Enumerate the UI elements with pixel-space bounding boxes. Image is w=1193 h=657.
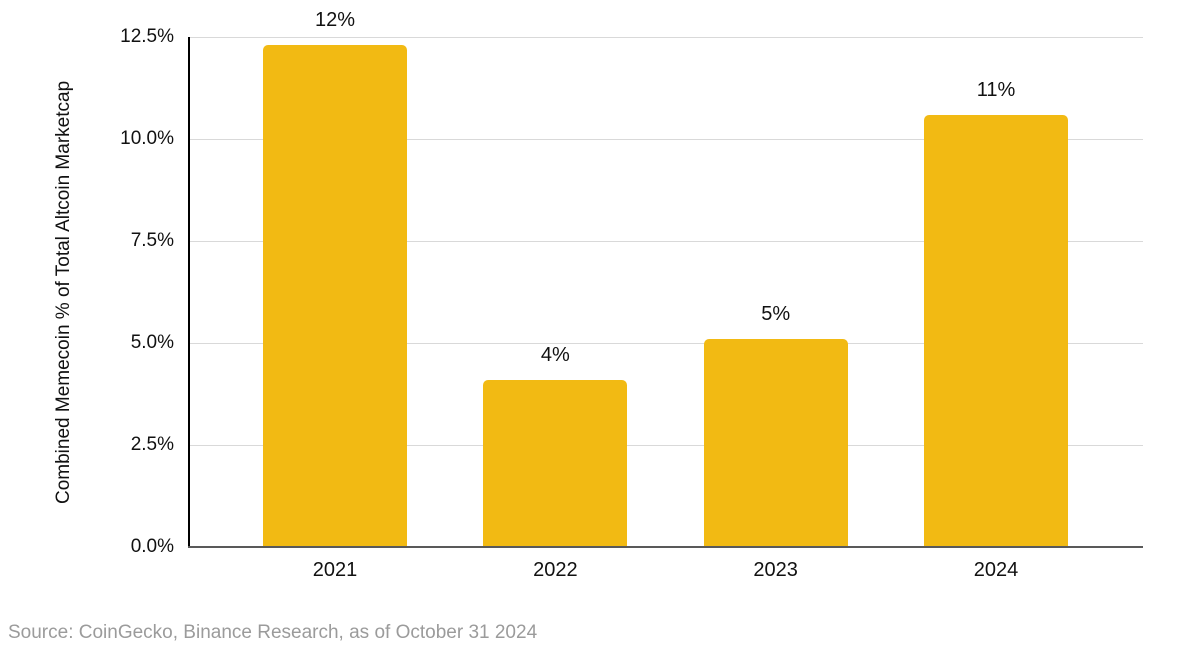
gridline <box>188 445 1143 446</box>
gridline <box>188 343 1143 344</box>
plot-area: 12% 2021 4% 2022 5% 2023 11% 2024 <box>188 9 1143 581</box>
bar-2022 <box>483 379 628 547</box>
bar-value-label: 11% <box>976 78 1016 101</box>
gridline <box>188 241 1143 242</box>
bar-2021 <box>263 45 407 547</box>
bar-2023 <box>703 338 848 547</box>
source-caption: Source: CoinGecko, Binance Research, as … <box>8 622 538 643</box>
x-tick-label: 2024 <box>973 559 1019 581</box>
y-tick-label: 2.5% <box>130 434 174 455</box>
y-tick-label: 12.5% <box>120 26 174 47</box>
y-tick-label: 7.5% <box>130 230 174 251</box>
bar-value-label: 5% <box>761 302 791 325</box>
bar-group-2022: 4% 2022 <box>483 37 628 581</box>
bars-layer: 12% 2021 4% 2022 5% 2023 11% 2024 <box>188 9 1143 581</box>
bar-group-2021: 12% 2021 <box>263 9 407 581</box>
y-tick-label: 0.0% <box>130 536 174 557</box>
y-axis-title: Combined Memecoin % of Total Altcoin Mar… <box>53 80 74 504</box>
y-axis-line <box>188 37 190 547</box>
x-tick-label: 2022 <box>533 559 578 581</box>
bar-group-2023: 5% 2023 <box>703 37 848 581</box>
bar-group-2024: 11% 2024 <box>923 37 1068 581</box>
y-tick-label: 10.0% <box>120 128 174 149</box>
gridline <box>188 37 1143 38</box>
gridline <box>188 139 1143 140</box>
y-tick-label: 5.0% <box>130 332 174 353</box>
x-axis-line <box>188 546 1143 548</box>
bar-value-label: 4% <box>540 343 570 366</box>
bar-2024 <box>923 114 1068 547</box>
x-tick-label: 2021 <box>312 559 358 581</box>
bar-value-label: 12% <box>314 9 356 32</box>
x-tick-label: 2023 <box>753 559 798 581</box>
